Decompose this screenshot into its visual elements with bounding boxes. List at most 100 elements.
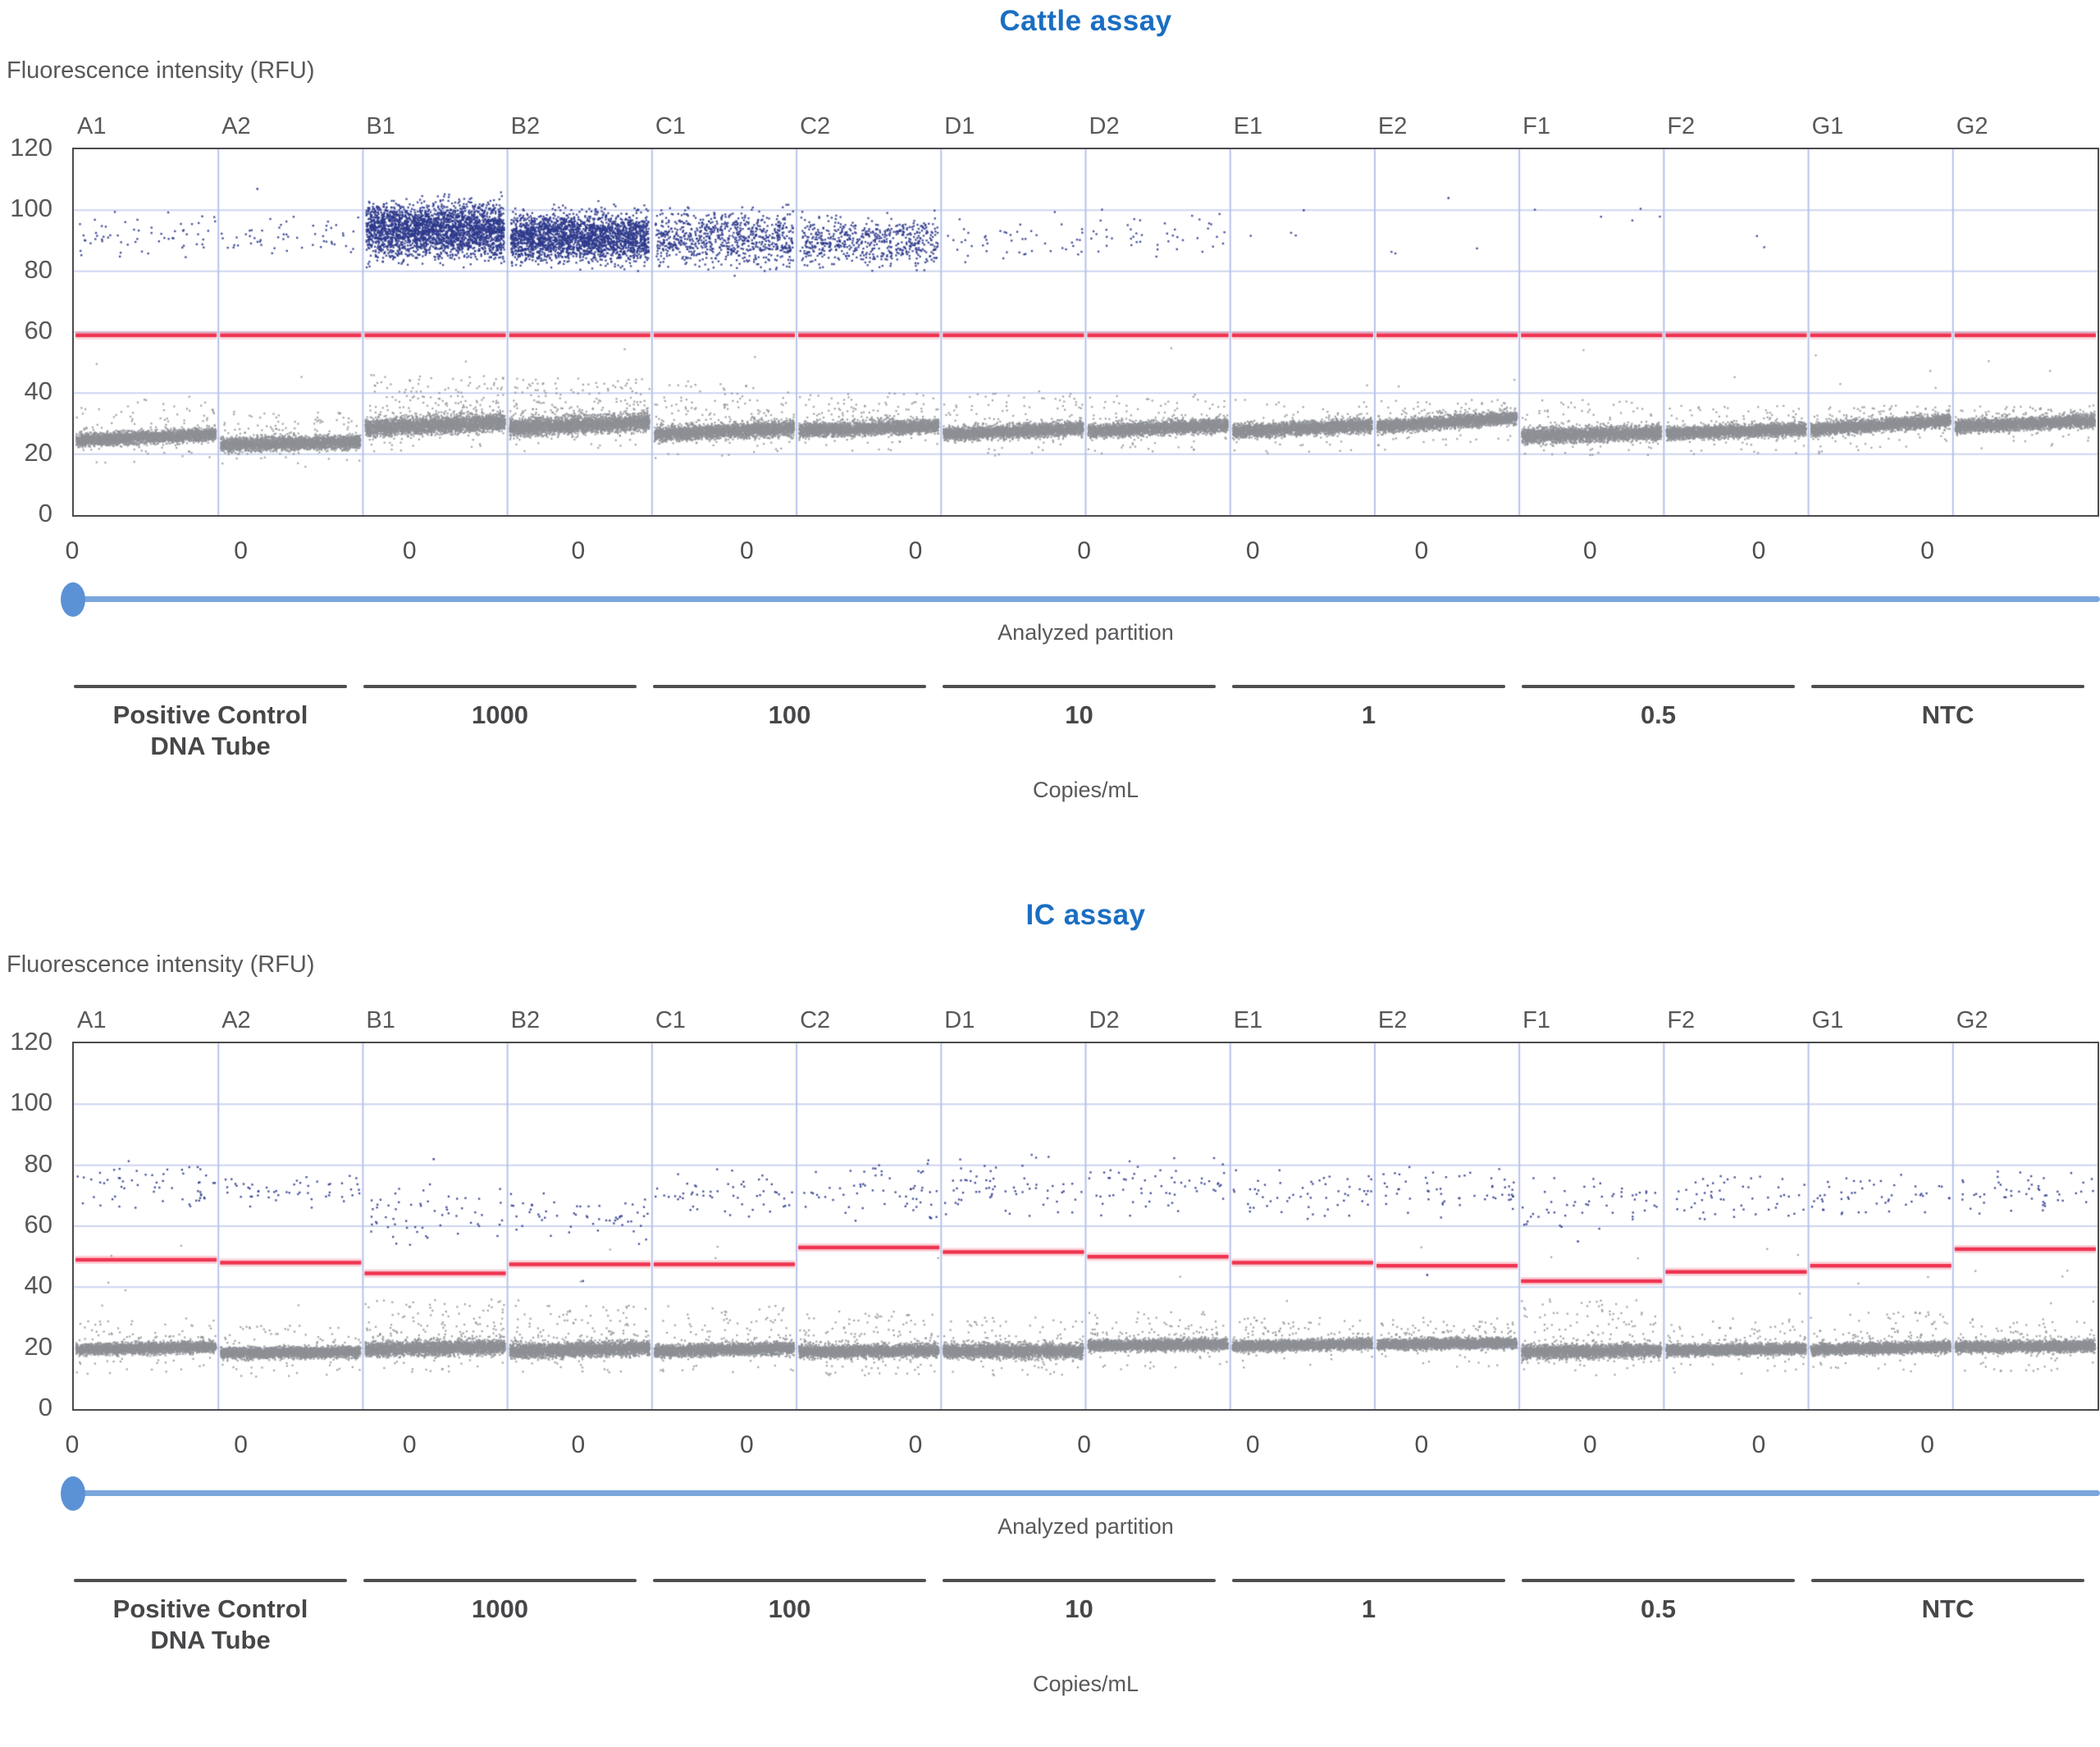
y-tick-label: 40 [24, 1270, 52, 1300]
y-tick-label: 120 [10, 133, 52, 162]
well-header-F2: F2 [1667, 1007, 1696, 1033]
partition-tick: 0 [908, 1431, 923, 1458]
partition-tick-row: 0 0 0 0 0 0 0 0 0 0 0 0 [66, 1431, 2099, 1461]
slider-knob[interactable] [61, 582, 85, 617]
well-header-F2: F2 [1667, 113, 1696, 139]
partition-tick: 0 [740, 1431, 754, 1458]
y-tick-label: 60 [24, 316, 52, 344]
scatter-canvas [74, 149, 2098, 515]
x-axis-caption: Copies/mL [1032, 1672, 1139, 1696]
well-header-A2: A2 [221, 1007, 251, 1033]
well-header-G2: G2 [1956, 1007, 1988, 1033]
partition-tick: 0 [1583, 1431, 1597, 1458]
partition-tick: 0 [65, 537, 80, 564]
group-separator-line [74, 1579, 347, 1582]
well-header-D2: D2 [1089, 113, 1120, 139]
group-separator-line [1811, 685, 2084, 688]
concentration-group: 1 [1232, 685, 1505, 731]
well-header-B2: B2 [510, 1007, 541, 1033]
group-separator-line [653, 1579, 926, 1582]
partition-tick: 0 [740, 537, 754, 564]
partition-axis-caption: Analyzed partition [998, 620, 1174, 645]
analyzed-partition-slider[interactable] [61, 582, 2100, 617]
concentration-group: NTC [1811, 685, 2084, 731]
group-separator-line [653, 685, 926, 688]
concentration-group: 1000 [363, 1579, 637, 1625]
group-label: NTC [1921, 700, 1974, 729]
concentration-group: 0.5 [1522, 685, 1795, 731]
group-separator-line [1232, 1579, 1505, 1582]
concentration-group: 1000 [363, 685, 637, 731]
x-axis-caption: Copies/mL [1032, 778, 1139, 802]
group-separator-line [1522, 1579, 1795, 1582]
slider-knob[interactable] [61, 1476, 85, 1511]
group-label: 100 [768, 1594, 811, 1623]
well-header-A1: A1 [77, 1007, 107, 1033]
well-header-D1: D1 [944, 113, 975, 139]
y-tick-label: 100 [10, 1088, 52, 1117]
partition-tick: 0 [234, 1431, 248, 1458]
panel-title: Cattle assay [999, 5, 1172, 37]
y-axis-ticks: 120 100 80 60 40 20 0 [0, 0, 52, 541]
partition-tick: 0 [1920, 1431, 1934, 1458]
y-tick-label: 20 [24, 1331, 52, 1361]
partition-tick: 0 [234, 537, 248, 564]
y-tick-label: 60 [24, 1210, 52, 1238]
group-label: 0.5 [1640, 1594, 1677, 1623]
group-label: 1 [1361, 1594, 1376, 1623]
y-tick-label: 0 [38, 1393, 52, 1421]
scatter-plot-area [72, 1042, 2099, 1411]
well-header-E1: E1 [1233, 113, 1263, 139]
partition-tick: 0 [1583, 537, 1597, 564]
well-header-D2: D2 [1089, 1007, 1120, 1033]
well-header-C2: C2 [800, 1007, 831, 1033]
y-tick-label: 80 [24, 254, 52, 284]
partition-axis-caption: Analyzed partition [998, 1514, 1174, 1539]
group-label: 1000 [472, 700, 528, 729]
panel-title: IC assay [1025, 899, 1146, 931]
well-header-F1: F1 [1522, 113, 1550, 139]
y-tick-label: 120 [10, 1027, 52, 1056]
concentration-group-row: Positive Control DNA Tube 1000 100 10 1 0.5 NTC [72, 1579, 2099, 1677]
y-axis-ticks: 120 100 80 60 40 20 0 [0, 894, 52, 1435]
group-label: Positive Control DNA Tube [112, 1594, 308, 1654]
group-label: NTC [1921, 1594, 1974, 1623]
well-header-C1: C1 [655, 113, 686, 139]
concentration-group: NTC [1811, 1579, 2084, 1625]
group-label: 10 [1065, 700, 1093, 729]
well-header-G2: G2 [1956, 113, 1988, 139]
group-label: 10 [1065, 1594, 1093, 1623]
concentration-group: Positive Control DNA Tube [74, 1579, 347, 1656]
group-label: 0.5 [1640, 700, 1677, 729]
group-separator-line [363, 1579, 637, 1582]
well-header-C2: C2 [800, 113, 831, 139]
y-tick-label: 40 [24, 376, 52, 406]
partition-tick: 0 [1414, 537, 1429, 564]
scatter-canvas [74, 1043, 2098, 1409]
group-label: Positive Control DNA Tube [112, 700, 308, 760]
analyzed-partition-slider[interactable] [61, 1476, 2100, 1511]
concentration-group: 100 [653, 685, 926, 731]
partition-tick: 0 [1920, 537, 1934, 564]
partition-tick: 0 [908, 537, 923, 564]
partition-tick: 0 [65, 1431, 80, 1458]
concentration-group-row: Positive Control DNA Tube 1000 100 10 1 0.5 NTC [72, 685, 2099, 783]
ic-assay-panel: IC assay Fluorescence intensity (RFU) 12… [0, 894, 2100, 1747]
well-header-E2: E2 [1377, 113, 1408, 139]
partition-tick: 0 [1414, 1431, 1429, 1458]
partition-tick: 0 [1751, 1431, 1766, 1458]
partition-tick: 0 [1077, 537, 1091, 564]
well-header-B1: B1 [366, 113, 395, 139]
concentration-group: 100 [653, 1579, 926, 1625]
group-separator-line [1811, 1579, 2084, 1582]
partition-tick: 0 [402, 1431, 417, 1458]
cattle-assay-panel: Cattle assay Fluorescence intensity (RFU… [0, 0, 2100, 853]
group-label: 1 [1361, 700, 1376, 729]
well-header-A2: A2 [221, 113, 251, 139]
group-separator-line [943, 1579, 1216, 1582]
well-header-row: A1 A2 B1 B2 C1 C2 D1 D2 E1 E2 F1 F2 G1 G2 [72, 1007, 2099, 1037]
well-header-E1: E1 [1233, 1007, 1263, 1033]
group-separator-line [74, 685, 347, 688]
well-header-A1: A1 [77, 113, 107, 139]
partition-tick: 0 [1751, 537, 1766, 564]
